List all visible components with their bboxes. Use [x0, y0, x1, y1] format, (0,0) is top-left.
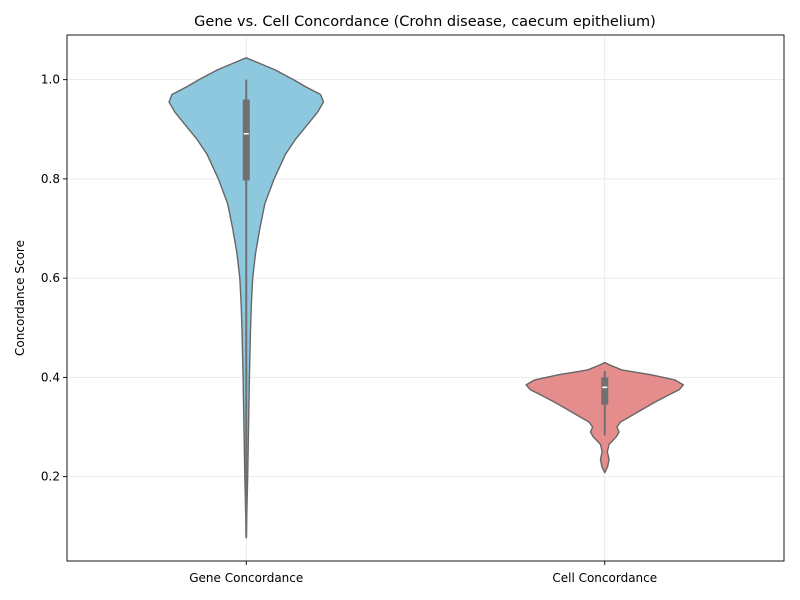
- grid-layer: [67, 35, 784, 561]
- iqr-box: [601, 377, 609, 405]
- y-tick-label: 0.8: [41, 172, 60, 186]
- y-tick-label: 1.0: [41, 73, 60, 87]
- violin-layer: [168, 57, 685, 539]
- y-tick-label: 0.2: [41, 470, 60, 484]
- y-tick-label: 0.4: [41, 370, 60, 384]
- y-axis-label: Concordance Score: [13, 240, 27, 356]
- axes-layer: 0.2 0.4 0.6 0.8 1.0 Gene Concordance Cell Conc…: [41, 34, 785, 585]
- plot-frame: [66, 34, 785, 562]
- x-tick-label: Cell Concordance: [552, 571, 657, 585]
- x-tick-label: Gene Concordance: [189, 571, 303, 585]
- chart-title: Gene vs. Cell Concordance (Crohn disease…: [194, 14, 656, 30]
- iqr-box: [242, 99, 250, 181]
- y-tick-label: 0.6: [41, 271, 60, 285]
